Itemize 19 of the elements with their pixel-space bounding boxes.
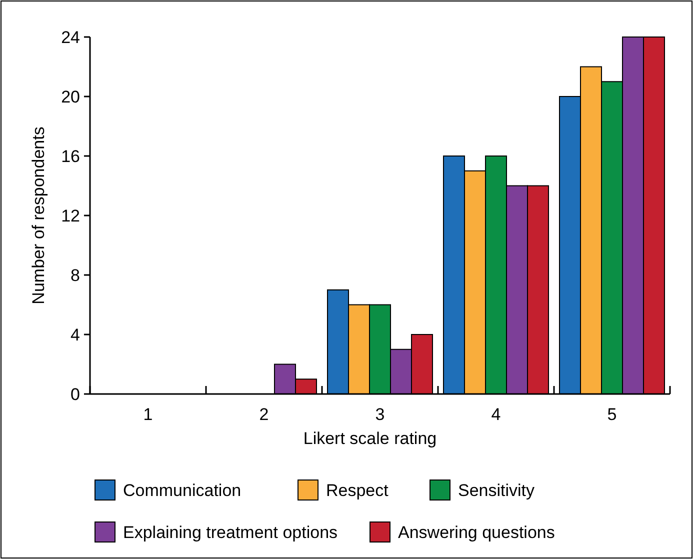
y-tick-label: 8	[70, 266, 80, 285]
y-tick-label: 12	[61, 206, 80, 226]
x-axis-title: Likert scale rating	[303, 429, 437, 448]
y-tick-label: 20	[61, 87, 80, 106]
legend-label: Sensitivity	[458, 481, 536, 500]
legend-label: Communication	[123, 481, 242, 500]
y-axis-title: Number of respondents	[29, 126, 48, 304]
x-tick-label: 2	[259, 405, 269, 424]
legend-label: Explaining treatment options	[123, 523, 338, 542]
x-tick-label: 5	[607, 405, 617, 424]
legend-label: Answering questions	[398, 523, 555, 542]
x-tick-label: 1	[143, 405, 153, 424]
y-tick-label: 16	[61, 146, 80, 166]
x-tick-label: 3	[375, 405, 385, 424]
x-tick-label: 4	[491, 405, 501, 424]
y-tick-label: 4	[70, 325, 80, 344]
y-tick-label: 24	[61, 28, 80, 47]
legend-label: Respect	[326, 481, 389, 500]
y-tick-label: 0	[70, 384, 80, 404]
